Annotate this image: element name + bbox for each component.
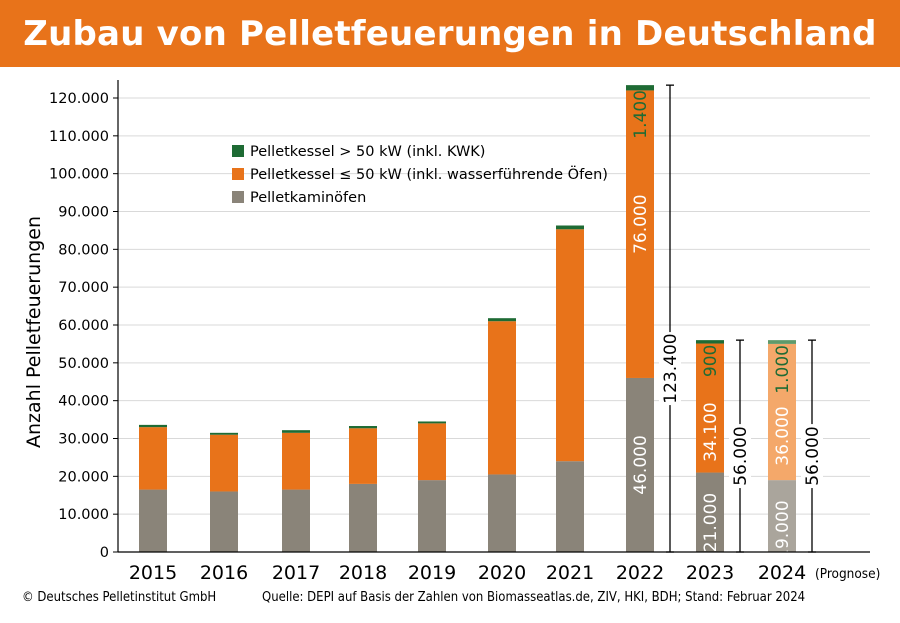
y-axis-label: Anzahl Pelletfeuerungen	[23, 216, 45, 448]
y-tick-label: 50.000	[58, 356, 109, 372]
bar-boiler-small	[696, 343, 724, 473]
bar-boiler-large	[626, 85, 654, 91]
data-label: 19.000	[773, 500, 793, 559]
y-tick-label: 0	[100, 545, 109, 561]
bar-boiler-small	[418, 423, 446, 481]
y-tick-label: 40.000	[58, 394, 109, 410]
bar-boiler-small	[768, 343, 796, 481]
y-tick-label: 60.000	[58, 318, 109, 334]
y-tick-label: 120.000	[49, 91, 109, 107]
bar-boiler-small	[210, 434, 238, 492]
bar-stove	[139, 489, 167, 552]
x-tick-label: 2023	[686, 562, 734, 584]
y-tick-label: 110.000	[49, 129, 109, 145]
x-tick-label: 2019	[408, 562, 456, 584]
x-tick-label: 2021	[546, 562, 594, 584]
bar-stove	[768, 480, 796, 552]
bar-stove	[556, 461, 584, 552]
bar-boiler-small	[349, 428, 377, 484]
y-tick-label: 80.000	[58, 242, 109, 258]
chart-title: Zubau von Pelletfeuerungen in Deutschlan…	[23, 13, 877, 54]
x-tick-label: 2020	[478, 562, 526, 584]
bar-boiler-large	[768, 340, 796, 344]
total-label-bg	[729, 424, 751, 489]
bars: 46.000 76.000 1.400 21.000 34.100 900 19.000 36…	[139, 84, 823, 560]
y-tick-label: 70.000	[58, 280, 109, 296]
legend-label: Pelletkessel ≤ 50 kW (inkl. wasserführen…	[250, 165, 608, 183]
legend: Pelletkessel > 50 kW (inkl. KWK) Pelletke…	[232, 144, 608, 206]
y-tick-label: 100.000	[49, 167, 109, 183]
bar-boiler-large	[696, 340, 724, 344]
bar-boiler-small	[488, 321, 516, 475]
bar-boiler-small	[282, 432, 310, 490]
bar-stove	[626, 377, 654, 552]
legend-swatch	[232, 168, 244, 180]
bar-boiler-large	[556, 225, 584, 230]
data-label: 34.100	[701, 402, 721, 461]
bar-boiler-large	[139, 424, 167, 428]
y-tick-label: 10.000	[58, 507, 109, 523]
data-label: 900	[701, 345, 721, 377]
bar-boiler-small	[139, 427, 167, 490]
x-tick-label: 2018	[339, 562, 387, 584]
data-label: 21.000	[701, 493, 721, 552]
y-tick-label: 20.000	[58, 469, 109, 485]
bar-stove	[349, 483, 377, 552]
data-label: 1.000	[773, 345, 793, 394]
data-label: 76.000	[631, 194, 651, 253]
bar-boiler-small	[626, 90, 654, 378]
x-tick-label: 2022	[616, 562, 664, 584]
bar-stove	[696, 472, 724, 552]
axes: 0 10.000 20.000 30.000 40.000 50.000 60.000 70.…	[23, 80, 880, 584]
x-tick-label: 2024	[758, 562, 806, 584]
y-tick-label: 30.000	[58, 432, 109, 448]
bar-boiler-large	[488, 318, 516, 322]
forecast-note: (Prognose)	[815, 566, 880, 582]
total-label: 56.000	[803, 426, 823, 485]
bar-stove	[282, 489, 310, 552]
total-label-bg	[659, 332, 681, 406]
bar-boiler-large	[418, 421, 446, 424]
bar-boiler-large	[349, 426, 377, 429]
x-tick-label: 2017	[272, 562, 320, 584]
y-tick-label: 90.000	[58, 205, 109, 221]
data-label: 1.400	[631, 90, 651, 139]
source-text: Quelle: DEPI auf Basis der Zahlen von Bi…	[262, 590, 806, 605]
total-label: 56.000	[731, 426, 751, 485]
legend-swatch	[232, 145, 244, 157]
x-tick-label: 2015	[129, 562, 177, 584]
total-label-bg	[801, 424, 823, 489]
bar-stove	[418, 480, 446, 552]
x-tick-label: 2016	[200, 562, 248, 584]
data-label: 46.000	[631, 435, 651, 494]
copyright-text: © Deutsches Pelletinstitut GmbH	[22, 590, 217, 605]
title-bar: Zubau von Pelletfeuerungen in Deutschlan…	[0, 0, 900, 67]
grid	[118, 97, 870, 515]
bar-boiler-large	[210, 432, 238, 435]
legend-label: Pelletkessel > 50 kW (inkl. KWK)	[250, 144, 485, 160]
footer: © Deutsches Pelletinstitut GmbH Quelle: …	[0, 586, 900, 610]
bar-boiler-small	[556, 229, 584, 462]
total-label: 123.400	[661, 333, 681, 403]
legend-swatch	[232, 191, 244, 203]
data-label: 36.000	[773, 406, 793, 465]
bar-stove	[488, 474, 516, 552]
bar-stove	[210, 491, 238, 552]
bar-boiler-large	[282, 430, 310, 433]
legend-label: Pelletkaminöfen	[250, 190, 366, 206]
